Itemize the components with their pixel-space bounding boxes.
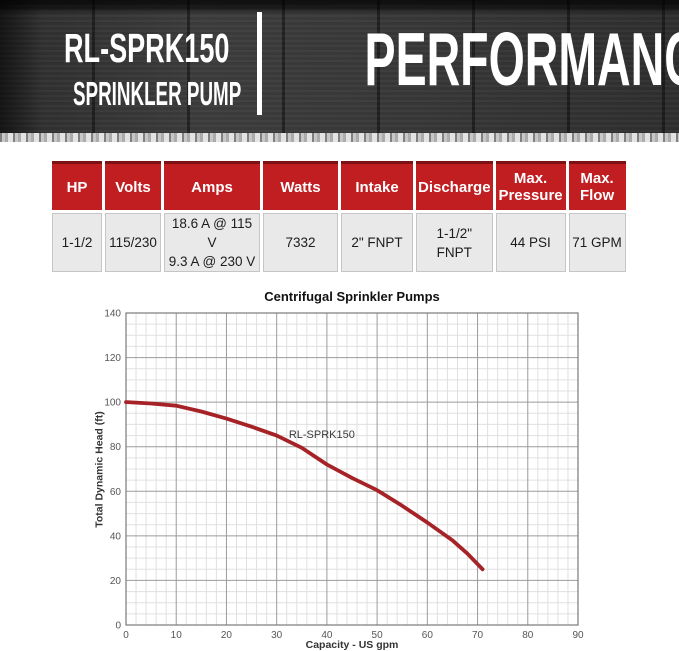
cell-max-flow: 71 GPM <box>568 213 626 272</box>
chart-x-axis-label: Capacity - US gpm <box>305 639 399 651</box>
cell-max-pressure: 44 PSI <box>495 213 566 272</box>
spec-header-row: HP Volts Amps Watts Intake Discharge Max… <box>52 161 626 210</box>
plot-frame <box>125 312 579 626</box>
page-title: PERFORMANCE <box>364 17 679 101</box>
col-header-intake: Intake <box>341 161 413 210</box>
spec-value-row: 1-1/2 115/230 18.6 A @ 115 V 9.3 A @ 230… <box>52 213 626 272</box>
col-header-watts: Watts <box>263 161 338 210</box>
cell-intake: 2" FNPT <box>341 213 413 272</box>
x-tick-label: 40 <box>321 630 333 641</box>
curve-label: RL-SPRK150 <box>289 429 355 441</box>
model-subtitle: SPRINKLER PUMP <box>73 75 242 112</box>
torn-edge-strip <box>0 133 679 142</box>
header-banner: RL-SPRK150 SPRINKLER PUMP PERFORMANCE <box>0 0 679 142</box>
x-tick-label: 20 <box>221 630 233 641</box>
col-header-max-flow: Max. Flow <box>568 161 626 210</box>
col-header-discharge: Discharge <box>416 161 493 210</box>
y-tick-label: 80 <box>110 442 122 453</box>
x-tick-label: 30 <box>271 630 283 641</box>
x-tick-label: 70 <box>472 630 484 641</box>
x-tick-label: 10 <box>171 630 183 641</box>
y-tick-label: 140 <box>104 309 121 320</box>
cell-amps: 18.6 A @ 115 V 9.3 A @ 230 V <box>164 213 260 272</box>
chart-title: Centrifugal Sprinkler Pumps <box>264 289 440 304</box>
y-tick-label: 40 <box>110 531 122 542</box>
x-tick-label: 50 <box>372 630 384 641</box>
cell-discharge: 1-1/2" FNPT <box>416 213 493 272</box>
cell-watts: 7332 <box>263 213 338 272</box>
x-tick-label: 80 <box>522 630 534 641</box>
col-header-volts: Volts <box>105 161 161 210</box>
col-header-hp: HP <box>52 161 102 210</box>
y-tick-label: 60 <box>110 487 122 498</box>
performance-chart: 0 10 20 30 40 50 60 70 80 90 0 20 40 60 80 100 120 140 RL-… <box>104 309 584 642</box>
col-header-max-pressure: Max. Pressure <box>495 161 566 210</box>
y-tick-label: 20 <box>110 576 122 587</box>
x-tick-label: 90 <box>572 630 584 641</box>
chart-y-axis-label: Total Dynamic Head (ft) <box>93 411 106 528</box>
pump-curve <box>124 400 485 572</box>
x-tick-label: 0 <box>123 630 129 641</box>
spec-table: HP Volts Amps Watts Intake Discharge Max… <box>49 158 629 275</box>
cell-volts: 115/230 <box>105 213 161 272</box>
x-tick-label: 60 <box>422 630 434 641</box>
model-number: RL-SPRK150 <box>64 25 230 71</box>
col-header-amps: Amps <box>164 161 260 210</box>
y-tick-label: 0 <box>115 621 121 632</box>
divider-bar <box>257 12 262 115</box>
cell-hp: 1-1/2 <box>52 213 102 272</box>
y-tick-label: 120 <box>104 353 121 364</box>
y-tick-label: 100 <box>104 398 121 409</box>
